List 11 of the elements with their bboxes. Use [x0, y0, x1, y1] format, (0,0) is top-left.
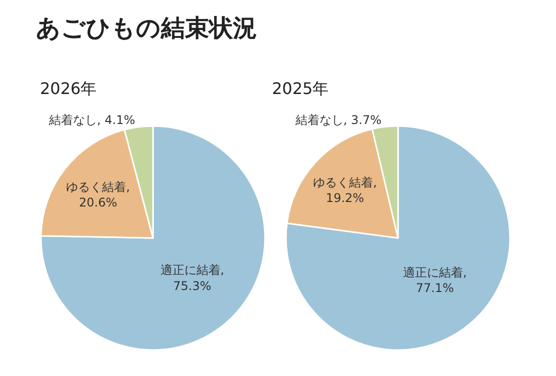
slice-label: 適正に結着, 75.3%: [160, 263, 224, 293]
text: あごひもの結束状況: [36, 14, 257, 42]
slice-label: 適正に結着, 77.1%: [402, 265, 467, 295]
slice-label: ゆるく結着, 20.6%: [66, 180, 130, 210]
pie-slice: [40, 125, 266, 351]
chart-title: 2025年: [272, 79, 329, 98]
slice-label: 結着なし, 3.7%: [294, 112, 382, 127]
pie-slice: [285, 125, 511, 351]
slice-label: 結着なし, 4.1%: [48, 113, 136, 128]
chart-title: 2026年: [40, 79, 97, 98]
slice-label: ゆるく結着, 19.2%: [313, 175, 377, 205]
